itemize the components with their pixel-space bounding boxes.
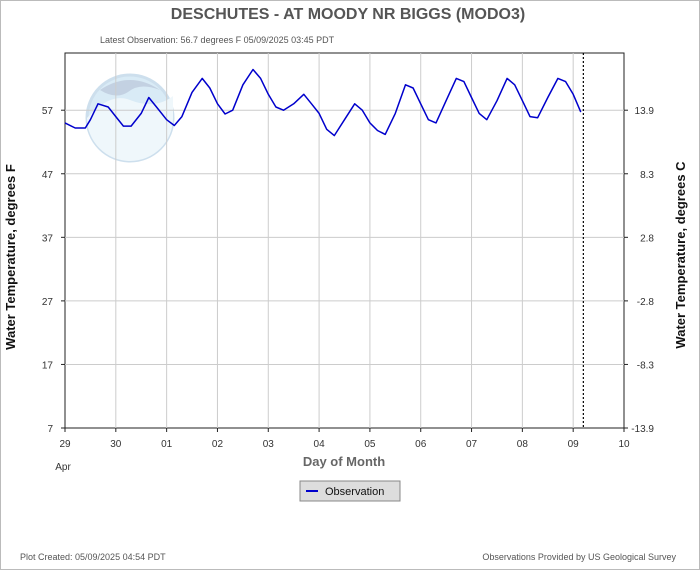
x-axis-label: Day of Month xyxy=(303,454,385,469)
x-tick-label: 30 xyxy=(110,439,122,450)
y-tick-label-left: 27 xyxy=(42,297,54,308)
y-tick-label-right: 13.9 xyxy=(635,106,655,117)
y-tick-label-left: 17 xyxy=(42,360,54,371)
y-tick-label-left: 7 xyxy=(47,424,53,435)
y-tick-label-right: 2.8 xyxy=(640,233,654,244)
plot-created-text: Plot Created: 05/09/2025 04:54 PDT xyxy=(20,552,166,562)
legend: Observation xyxy=(299,480,401,502)
x-tick-label: 02 xyxy=(212,439,224,450)
y-axis-left-label: Water Temperature, degrees F xyxy=(3,164,18,350)
x-tick-label: 05 xyxy=(364,439,376,450)
y-tick-label-left: 57 xyxy=(42,106,54,117)
x-tick-label: 03 xyxy=(263,439,275,450)
y-axis-right-label: Water Temperature, degrees C xyxy=(673,161,688,349)
x-tick-label: 07 xyxy=(466,439,478,450)
y-axis-right-ticks: -13.9 -8.3 -2.8 2.8 8.3 13.9 xyxy=(624,106,654,435)
legend-label-observation: Observation xyxy=(325,486,384,498)
chart-title: DESCHUTES - AT MOODY NR BIGGS (MODO3) xyxy=(171,6,525,23)
y-tick-label-left: 37 xyxy=(42,233,54,244)
x-axis-ticks: 29 30 01 02 03 04 05 06 07 08 09 10 xyxy=(59,428,630,450)
y-tick-label-right: -2.8 xyxy=(637,297,655,308)
y-axis-left-ticks: 7 17 27 37 47 57 xyxy=(42,106,65,435)
x-tick-label: 10 xyxy=(618,439,630,450)
plot-area xyxy=(64,52,625,429)
x-tick-label: 09 xyxy=(568,439,580,450)
y-tick-label-right: -13.9 xyxy=(631,424,654,435)
x-tick-label: 04 xyxy=(314,439,326,450)
series-line-observation xyxy=(64,68,582,137)
y-tick-label-left: 47 xyxy=(42,170,54,181)
x-axis-month-label: Apr xyxy=(55,462,71,473)
noaa-logo-watermark xyxy=(85,73,175,163)
latest-observation: Latest Observation: 56.7 degrees F 05/09… xyxy=(100,35,335,45)
y-tick-label-right: -8.3 xyxy=(637,360,655,371)
data-provider-text: Observations Provided by US Geological S… xyxy=(482,552,676,562)
x-tick-label: 29 xyxy=(59,439,71,450)
legend-box xyxy=(299,480,401,502)
y-tick-label-right: 8.3 xyxy=(640,170,654,181)
x-tick-label: 01 xyxy=(161,439,173,450)
x-tick-label: 08 xyxy=(517,439,529,450)
x-tick-label: 06 xyxy=(415,439,427,450)
